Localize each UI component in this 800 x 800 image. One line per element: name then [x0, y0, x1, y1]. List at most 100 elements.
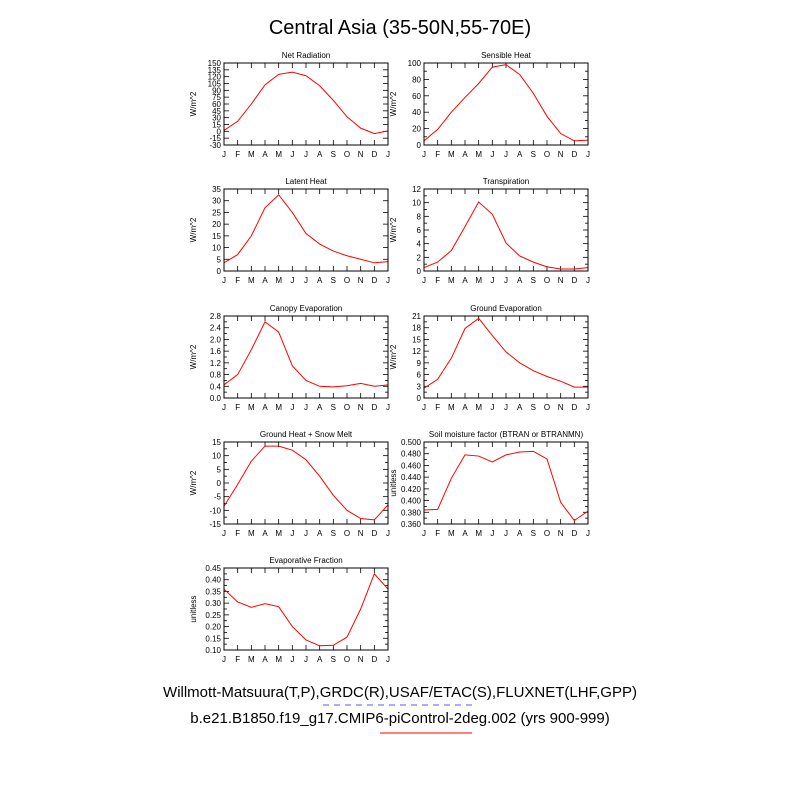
ground-heat-snow-melt-xtick-label: N	[358, 529, 364, 538]
soil-moisture-factor-btran-or-btranmn-xtick-label: M	[475, 529, 482, 538]
latent-heat-ytick-label: 15	[212, 232, 221, 241]
transpiration-ytick-label: 10	[412, 199, 421, 208]
evaporative-fraction-xtick-label: D	[371, 655, 377, 664]
soil-moisture-factor-btran-or-btranmn-ytick-label: 0.440	[401, 473, 422, 482]
ground-heat-snow-melt-xtick-label: J	[304, 529, 308, 538]
ground-heat-snow-melt-xtick-label: A	[262, 529, 268, 538]
sensible-heat-ylabel: W/m^2	[389, 91, 398, 116]
soil-moisture-factor-btran-or-btranmn-title: Soil moisture factor (BTRAN or BTRANMN)	[429, 430, 584, 439]
net-radiation-xtick-label: A	[262, 150, 268, 159]
ground-evaporation-xtick-label: D	[571, 403, 577, 412]
net-radiation-title: Net Radiation	[282, 51, 330, 60]
net-radiation-ylabel: W/m^2	[189, 91, 198, 116]
soil-moisture-factor-btran-or-btranmn-ytick-label: 0.480	[401, 450, 422, 459]
soil-moisture-factor-btran-or-btranmn-xtick-label: J	[422, 529, 426, 538]
evaporative-fraction-ytick-label: 0.25	[205, 611, 221, 620]
ground-heat-snow-melt-xtick-label: D	[371, 529, 377, 538]
panel-canopy-evaporation: Canopy Evaporation W/m^2 0.0 0.4 0.8 1.2 1.6 2.…	[189, 304, 390, 412]
ground-heat-snow-melt-ytick-label: 15	[212, 438, 221, 447]
ground-evaporation-ytick-label: 0	[417, 394, 422, 403]
net-radiation-ytick-label: 30	[212, 114, 221, 123]
transpiration-xtick-label: M	[475, 276, 482, 285]
net-radiation-xtick-label: O	[344, 150, 350, 159]
transpiration-title: Transpiration	[483, 177, 529, 186]
latent-heat-xtick-label: O	[344, 276, 350, 285]
canopy-evaporation-xtick-label: A	[262, 403, 268, 412]
soil-moisture-factor-btran-or-btranmn-ytick-label: 0.400	[401, 497, 422, 506]
canopy-evaporation-series-line	[223, 321, 389, 388]
net-radiation-xtick-label: N	[358, 150, 364, 159]
ground-heat-snow-melt-xtick-label: F	[235, 529, 240, 538]
ground-heat-snow-melt-xtick-label: S	[331, 529, 336, 538]
canopy-evaporation-ytick-label: 1.2	[210, 359, 222, 368]
ground-evaporation-xtick-label: O	[544, 403, 550, 412]
net-radiation-ytick-label: 150	[208, 59, 222, 68]
transpiration-xtick-label: S	[531, 276, 536, 285]
soil-moisture-factor-btran-or-btranmn-ytick-label: 0.380	[401, 508, 422, 517]
ground-heat-snow-melt-xtick-label: J	[290, 529, 294, 538]
transpiration-xtick-label: D	[571, 276, 577, 285]
sensible-heat-ytick-label: 20	[412, 125, 421, 134]
net-radiation-ytick-label: 105	[208, 80, 222, 89]
soil-moisture-factor-btran-or-btranmn-xtick-label: J	[586, 529, 590, 538]
sensible-heat-xtick-label: J	[504, 150, 508, 159]
transpiration-ytick-label: 4	[417, 240, 422, 249]
canopy-evaporation-ytick-label: 2.0	[210, 335, 222, 344]
transpiration-ytick-label: 6	[417, 226, 422, 235]
ground-heat-snow-melt-xtick-label: J	[386, 529, 390, 538]
net-radiation-ytick-label: 135	[208, 66, 222, 75]
latent-heat-ytick-label: 20	[212, 220, 221, 229]
canopy-evaporation-ytick-label: 2.8	[210, 312, 222, 321]
net-radiation-ytick-label: 15	[212, 121, 221, 130]
latent-heat-xtick-label: N	[358, 276, 364, 285]
transpiration-series-line	[423, 201, 589, 270]
ground-heat-snow-melt-ytick-label: 10	[212, 452, 221, 461]
soil-moisture-factor-btran-or-btranmn-ytick-label: 0.360	[401, 520, 422, 529]
evaporative-fraction-xtick-label: N	[358, 655, 364, 664]
sensible-heat-xtick-label: D	[571, 150, 577, 159]
evaporative-fraction-xtick-label: M	[275, 655, 282, 664]
canopy-evaporation-xtick-label: J	[290, 403, 294, 412]
ground-evaporation-title: Ground Evaporation	[470, 304, 542, 313]
latent-heat-xtick-label: J	[386, 276, 390, 285]
evaporative-fraction-ytick-label: 0.20	[205, 623, 221, 632]
net-radiation-ytick-label: -15	[209, 134, 221, 143]
ground-evaporation-xtick-label: J	[422, 403, 426, 412]
transpiration-xtick-label: M	[448, 276, 455, 285]
evaporative-fraction-xtick-label: J	[222, 655, 226, 664]
ground-evaporation-ylabel: W/m^2	[389, 344, 398, 369]
ground-heat-snow-melt-ytick-label: 5	[217, 465, 222, 474]
canopy-evaporation-title: Canopy Evaporation	[270, 304, 343, 313]
panel-evaporative-fraction: Evaporative Fraction unitless 0.10 0.15 0.20…	[189, 556, 390, 664]
canopy-evaporation-xtick-label: O	[344, 403, 350, 412]
latent-heat-title: Latent Heat	[285, 177, 327, 186]
sensible-heat-plot-frame	[423, 62, 589, 146]
sensible-heat-series-line	[423, 64, 589, 142]
ground-evaporation-ytick-label: 12	[412, 347, 421, 356]
evaporative-fraction-ytick-label: 0.10	[205, 646, 221, 655]
soil-moisture-factor-btran-or-btranmn-xtick-label: F	[435, 529, 440, 538]
net-radiation-xtick-label: D	[371, 150, 377, 159]
ground-evaporation-xtick-label: A	[462, 403, 468, 412]
ground-heat-snow-melt-ytick-label: -10	[209, 506, 221, 515]
ground-evaporation-plot-frame	[423, 315, 589, 399]
net-radiation-ytick-label: 90	[212, 86, 221, 95]
ground-evaporation-xtick-label: J	[586, 403, 590, 412]
sensible-heat-xtick-label: M	[448, 150, 455, 159]
ground-heat-snow-melt-plot-frame	[223, 441, 389, 525]
ground-evaporation-xtick-label: J	[490, 403, 494, 412]
latent-heat-plot-frame	[223, 188, 389, 272]
ground-heat-snow-melt-ytick-label: -15	[209, 520, 221, 529]
canopy-evaporation-ylabel: W/m^2	[189, 344, 198, 369]
canopy-evaporation-xtick-label: A	[317, 403, 323, 412]
transpiration-xtick-label: J	[504, 276, 508, 285]
net-radiation-ytick-label: -30	[209, 141, 221, 150]
canopy-evaporation-xtick-label: F	[235, 403, 240, 412]
sensible-heat-xtick-label: N	[558, 150, 564, 159]
soil-moisture-factor-btran-or-btranmn-xtick-label: M	[448, 529, 455, 538]
latent-heat-xtick-label: J	[304, 276, 308, 285]
ground-heat-snow-melt-ylabel: W/m^2	[189, 470, 198, 495]
